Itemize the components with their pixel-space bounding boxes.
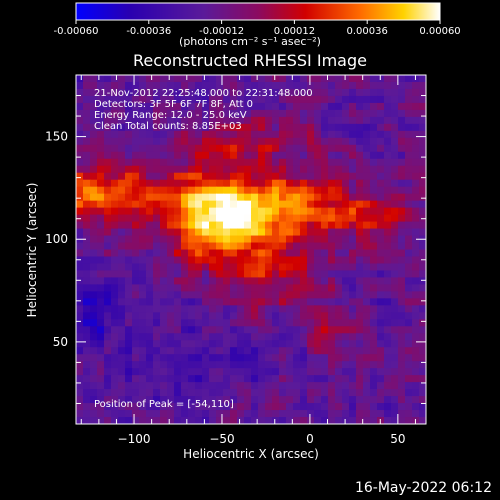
colorbar (75, 2, 441, 21)
time-range-label: 21-Nov-2012 22:25:48.000 to 22:31:48.000 (94, 88, 313, 99)
detectors-label: Detectors: 3F 5F 6F 7F 8F, Att 0 (94, 99, 253, 110)
chart-title: Reconstructed RHESSI Image (133, 51, 367, 70)
energy-range-label: Energy Range: 12.0 - 25.0 keV (94, 110, 247, 121)
colorbar-tick-label: 0.00036 (347, 26, 388, 37)
clean-counts-label: Clean Total counts: 8.85E+03 (94, 121, 242, 132)
heatmap-image (76, 75, 426, 424)
colorbar-tick-label: -0.00060 (54, 26, 99, 37)
colorbar-tick-label: -0.00036 (126, 26, 171, 37)
colorbar-tick-label: -0.00012 (199, 26, 244, 37)
colorbar-axis: -0.00060 -0.00036 -0.00012 0.00012 0.00036 0.… (54, 20, 461, 37)
plot-axes: −100 −50 0 50 50 100 150 (45, 74, 426, 446)
x-axis-label: Heliocentric X (arcsec) (183, 447, 319, 461)
info-annotation: 21-Nov-2012 22:25:48.000 to 22:31:48.000… (94, 88, 313, 132)
plot-frame (75, 74, 427, 425)
x-tick-label: 50 (390, 432, 405, 446)
colorbar-tick-label: 0.00012 (274, 26, 315, 37)
peak-position-label: Position of Peak = [-54,110] (94, 399, 234, 410)
x-tick-label: −100 (118, 432, 151, 446)
x-tick-label: −50 (209, 432, 234, 446)
y-tick-label: 50 (53, 335, 68, 349)
y-tick-label: 150 (45, 130, 68, 144)
y-tick-label: 100 (45, 232, 68, 246)
y-axis-label: Heliocentric Y (arcsec) (25, 183, 39, 318)
colorbar-tick-label: 0.00060 (419, 26, 460, 37)
colorbar-label: (photons cm⁻² s⁻¹ asec⁻²) (179, 35, 321, 48)
x-tick-label: 0 (306, 432, 314, 446)
footer-timestamp: 16-May-2022 06:12 (354, 480, 492, 496)
